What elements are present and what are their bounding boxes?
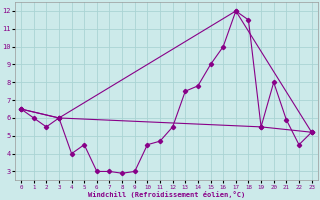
X-axis label: Windchill (Refroidissement éolien,°C): Windchill (Refroidissement éolien,°C) [88,191,245,198]
